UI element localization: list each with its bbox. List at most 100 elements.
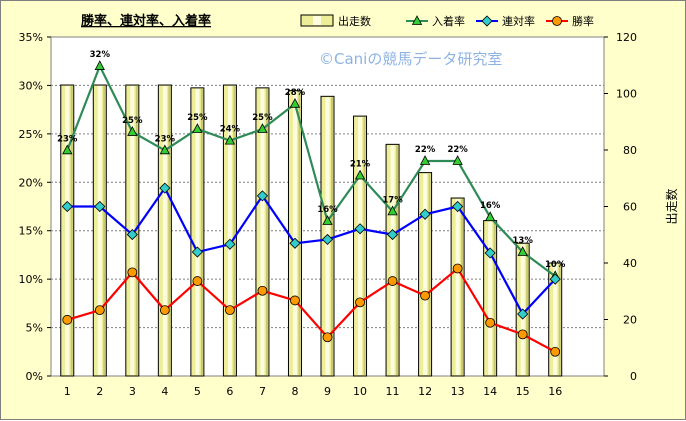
series-line [66, 63, 556, 278]
bar-highlight [390, 145, 395, 375]
y-left-tick-label: 5% [26, 322, 43, 335]
series-line [66, 266, 556, 353]
series-marker [484, 211, 496, 222]
data-label: 13% [512, 236, 533, 246]
series-marker [452, 200, 464, 213]
x-tick-label: 13 [451, 385, 465, 398]
bar-shade [428, 173, 431, 375]
series-marker [517, 308, 529, 320]
bar-highlight [162, 86, 167, 376]
bar-series [60, 84, 563, 377]
data-label: 25% [252, 113, 273, 123]
bar-shade [558, 264, 561, 375]
series-marker [126, 229, 138, 241]
series-marker [256, 190, 269, 202]
data-label: 22% [415, 145, 436, 155]
x-tick-label: 7 [259, 385, 266, 398]
legend: 出走数 入着率 連対率 勝率 [300, 14, 594, 28]
series-marker [419, 155, 431, 165]
series-marker [517, 329, 528, 340]
series-marker [354, 223, 366, 235]
y-left-tick-label: 15% [19, 225, 43, 238]
legend-label: 入着率 [432, 14, 465, 28]
series-marker [257, 285, 268, 296]
x-tick-label: 2 [96, 385, 103, 398]
bar-shade [168, 86, 171, 376]
data-label: 21% [350, 160, 371, 170]
legend-label: 連対率 [502, 14, 535, 28]
series-marker [290, 295, 300, 306]
bar-shade [233, 86, 236, 376]
y-left-tick-label: 35% [19, 31, 43, 44]
chart-title: 勝率、連対率、入着率 [81, 13, 211, 29]
x-tick-label: 4 [161, 385, 168, 398]
series-marker [62, 314, 73, 325]
y-left-tick-label: 10% [19, 273, 43, 286]
series-marker [94, 60, 105, 70]
series-marker [355, 297, 365, 308]
series-marker [257, 123, 268, 133]
series-marker [420, 290, 430, 301]
bar-shade [103, 86, 106, 376]
bar-shade [461, 199, 464, 375]
series-marker [549, 273, 561, 285]
series-marker [419, 208, 431, 220]
data-label: 32% [90, 50, 111, 60]
series-marker [127, 267, 138, 278]
legend-label: 勝率 [572, 14, 594, 28]
data-label: 28% [285, 88, 306, 98]
series-marker [485, 317, 496, 328]
bar-highlight [195, 88, 200, 375]
bar-highlight [553, 264, 558, 375]
y-left-tick-label: 25% [19, 128, 43, 141]
x-tick-label: 8 [291, 385, 298, 398]
series-marker [191, 246, 203, 258]
series-marker [354, 169, 366, 180]
legend-swatch-marker [552, 16, 562, 26]
y-right-tick-label: 0 [630, 370, 637, 383]
series-marker [159, 305, 170, 316]
legend-swatch-highlight [313, 16, 321, 25]
series-marker [192, 276, 203, 286]
series-marker [387, 205, 398, 216]
series-marker [159, 182, 171, 194]
x-tick-label: 6 [226, 385, 233, 398]
series-marker [61, 200, 73, 213]
x-tick-label: 3 [129, 385, 136, 398]
series-marker [386, 229, 399, 241]
series-marker [387, 276, 398, 286]
series-marker [322, 215, 333, 225]
bar-highlight [292, 91, 297, 376]
bar-shade [396, 145, 399, 375]
series-marker [224, 238, 236, 250]
series-marker [452, 263, 463, 274]
bar-highlight [455, 199, 460, 375]
bar-highlight [423, 173, 428, 375]
x-tick-label: 15 [516, 385, 530, 398]
x-tick-label: 12 [418, 385, 432, 398]
x-tick-label: 11 [386, 385, 400, 398]
series-marker [62, 144, 73, 155]
y-left-tick-label: 20% [19, 176, 43, 189]
x-tick-label: 14 [483, 385, 497, 398]
x-tick-label: 5 [194, 385, 201, 398]
series-marker [192, 123, 203, 133]
x-tick-label: 1 [64, 385, 71, 398]
y-right-tick-label: 120 [616, 31, 637, 44]
data-label: 16% [317, 205, 338, 215]
series-marker [517, 246, 528, 256]
series-marker [321, 233, 334, 245]
bar-shade [70, 86, 73, 376]
data-label: 22% [447, 145, 468, 155]
bar-shade [363, 117, 366, 375]
y-right-tick-label: 20 [623, 314, 637, 327]
data-label: 25% [122, 116, 143, 126]
series-marker [452, 155, 463, 165]
x-tick-label: 10 [353, 385, 367, 398]
series-line [67, 185, 557, 316]
legend-label: 出走数 [338, 14, 371, 28]
bar-highlight [227, 86, 232, 376]
bar-shade [331, 97, 333, 375]
y-left-tick-label: 30% [19, 79, 43, 92]
